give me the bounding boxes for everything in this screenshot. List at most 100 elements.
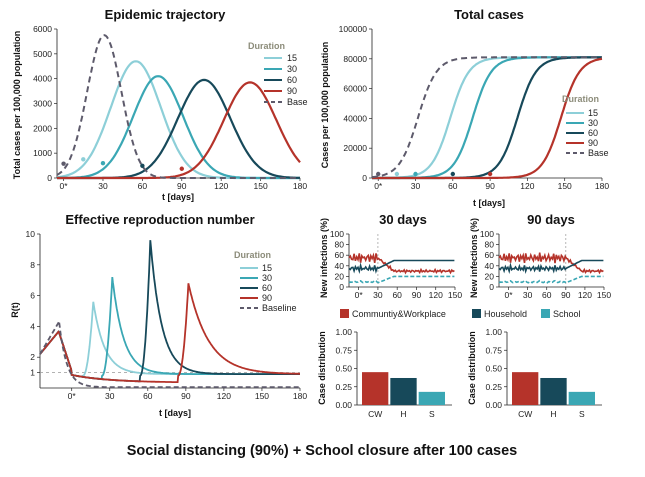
y-tick-label: 1: [30, 368, 35, 378]
total-series-30: [372, 56, 602, 180]
x-tick-label: 120: [217, 391, 231, 401]
rt-series-Baseline: [39, 320, 300, 389]
y-tick-label: 10: [26, 229, 36, 239]
inf-series-s: [498, 275, 604, 284]
y-tick-label: 1.00: [485, 327, 502, 337]
y-tick-label: 100000: [339, 24, 368, 34]
x-tick-label: 30: [105, 391, 115, 401]
legend-label: 60: [287, 75, 297, 85]
y-tick-label: 60000: [343, 84, 367, 94]
legend-label: 30: [287, 64, 297, 74]
traj-series-30: [57, 75, 300, 180]
y-tick-label: 20: [335, 271, 345, 281]
legend-swatch-s: [541, 309, 550, 318]
y-tick-label: 0: [489, 282, 494, 292]
x-tick-label: 150: [558, 181, 572, 191]
legend-label: 90: [262, 293, 272, 303]
x-tick-label: 90: [561, 290, 571, 300]
x-tick-label: 60: [448, 181, 458, 191]
total-ylabel: Cases per 100,000 population: [320, 42, 330, 169]
y-tick-label: 0.50: [335, 364, 352, 374]
traj-xlabel: t [days]: [162, 192, 194, 202]
bar-S: [418, 391, 445, 405]
x-tick-label: 90: [485, 181, 495, 191]
inf-series-cw: [348, 252, 455, 275]
x-tick-label: CW: [368, 409, 382, 419]
legend-label-cw: Communtiy&Workplace: [352, 309, 446, 319]
traj-intervention-marker: [140, 163, 145, 168]
legend-label: 90: [588, 138, 598, 148]
inf90-ylabel: New infections (%): [469, 218, 479, 298]
legend-title: Duration: [234, 250, 271, 260]
legend-label-s: School: [553, 309, 581, 319]
total-xlabel: t [days]: [473, 198, 505, 208]
y-tick-label: 4000: [33, 74, 52, 84]
inf90-title: 90 days: [527, 212, 575, 227]
x-tick-label: 150: [254, 181, 268, 191]
legend-title: Duration: [562, 94, 599, 104]
legend-label: 15: [262, 263, 272, 273]
bar-H: [540, 377, 567, 405]
dist90-ylabel: Case distribution: [467, 331, 477, 405]
x-tick-label: 0*: [374, 181, 383, 191]
y-tick-label: 2000: [33, 123, 52, 133]
bar-CW: [512, 372, 539, 405]
legend-label-h: Household: [484, 309, 527, 319]
x-tick-label: CW: [518, 409, 532, 419]
x-tick-label: 180: [293, 391, 307, 401]
y-tick-label: 0.25: [485, 382, 502, 392]
y-tick-label: 2: [30, 352, 35, 362]
legend-label: 60: [262, 283, 272, 293]
x-tick-label: 150: [448, 290, 462, 300]
dist90-plot: 0.00 0.25 0.50 0.75 1.00 CW H S: [485, 327, 602, 419]
setting-legend: Communtiy&Workplace Household School: [340, 309, 581, 319]
x-tick-label: 30: [523, 290, 533, 300]
bar-H: [390, 377, 417, 405]
rt-plot: 0* 30 60 90 120 150 1801246810Duration15306090…: [26, 229, 308, 401]
x-tick-label: 180: [293, 181, 307, 191]
y-tick-label: 1.00: [335, 327, 352, 337]
x-tick-label: 120: [214, 181, 228, 191]
x-tick-label: H: [400, 409, 406, 419]
x-tick-label: 30: [373, 290, 383, 300]
total-title: Total cases: [454, 7, 524, 22]
x-tick-label: 180: [595, 181, 609, 191]
x-tick-label: 0*: [68, 391, 77, 401]
y-tick-label: 0.75: [485, 345, 502, 355]
inf30-title: 30 days: [379, 212, 427, 227]
y-tick-label: 20000: [343, 143, 367, 153]
x-tick-label: 0*: [505, 290, 514, 300]
rt-series-15: [39, 301, 300, 378]
legend-label: 15: [287, 53, 297, 63]
x-tick-label: 60: [138, 181, 148, 191]
inf-series-h: [498, 259, 604, 275]
y-tick-label: 0.00: [335, 400, 352, 410]
legend-swatch-cw: [340, 309, 349, 318]
bar-S: [568, 391, 595, 405]
inf30-ylabel: New infections (%): [319, 218, 329, 298]
y-tick-label: 80000: [343, 54, 367, 64]
y-tick-label: 0.75: [335, 345, 352, 355]
y-tick-label: 0.25: [335, 382, 352, 392]
x-tick-label: 60: [143, 391, 153, 401]
y-tick-label: 80: [485, 240, 495, 250]
rt-ylabel: R(t): [10, 302, 20, 318]
total-intervention-marker: [413, 171, 418, 177]
y-tick-label: 5000: [33, 49, 52, 59]
rt-title: Effective reproduction number: [65, 212, 254, 227]
traj-intervention-marker: [179, 166, 184, 171]
legend-label: 30: [588, 118, 598, 128]
y-tick-label: 60: [335, 250, 345, 260]
traj-series-90: [57, 81, 301, 180]
legend-title: Duration: [248, 41, 285, 51]
y-tick-label: 100: [330, 229, 344, 239]
total-series-90: [372, 57, 603, 180]
rt-series-90: [39, 283, 300, 383]
y-tick-label: 3000: [33, 99, 52, 109]
x-tick-label: 60: [392, 290, 402, 300]
dist30-plot: 0.00 0.25 0.50 0.75 1.00 CW H S: [335, 327, 452, 419]
x-tick-label: 150: [597, 290, 611, 300]
